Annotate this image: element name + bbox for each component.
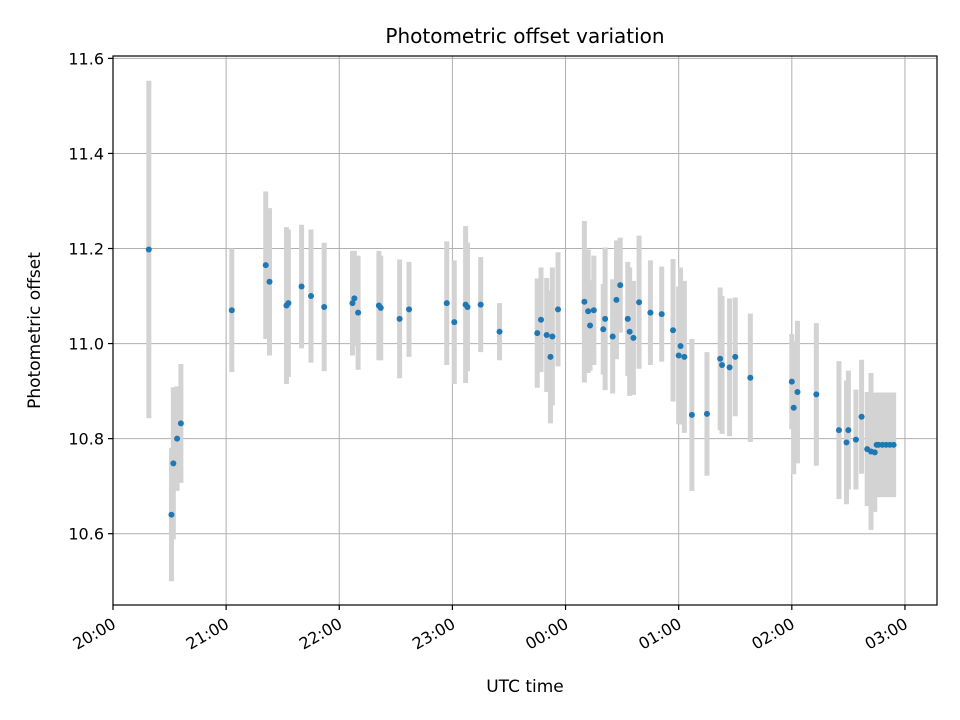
plot-area-frame [112,55,938,606]
data-point [581,298,588,305]
data-point [543,332,550,339]
data-point [351,295,358,302]
data-point [719,361,726,368]
chart-title: Photometric offset variation [385,24,664,48]
x-axis-label: UTC time [486,677,564,697]
data-point [554,306,561,313]
data-point [675,352,682,359]
data-point [813,391,820,398]
data-point [670,327,677,334]
data-point [307,293,314,300]
data-point [890,441,897,448]
data-point [298,283,305,290]
data-point [602,315,609,322]
data-point [496,328,503,335]
data-point [406,306,413,313]
y-axis-label: Photometric offset [25,252,45,409]
data-point [590,307,597,314]
data-point [845,427,852,434]
data-point [228,307,235,314]
data-point [624,315,631,322]
data-point [349,300,356,307]
data-point [843,439,850,446]
data-point [871,449,878,456]
data-point [321,303,328,310]
data-point [794,389,801,396]
y-tick-label: 11.6 [68,49,104,68]
data-point [168,511,175,518]
y-tick-label: 11.0 [68,335,104,354]
data-point [747,374,754,381]
y-axis-ticks: 10.6 10.8 11.0 11.2 11.4 11.6 [68,49,113,544]
data-point [464,303,471,310]
data-point [266,278,273,285]
data-point [547,353,554,360]
data-point [585,308,592,315]
data-point [538,316,545,323]
data-point [630,334,637,341]
data-point [355,309,362,316]
data-point [726,364,733,371]
data-point [703,410,710,417]
data-point [677,342,684,349]
data-point [835,427,842,434]
y-tick-label: 10.6 [68,525,104,544]
data-points [145,246,897,518]
data-point [688,411,695,418]
data-point [790,404,797,411]
data-point [647,309,654,316]
data-point [549,333,556,340]
data-point [681,353,688,360]
data-point [732,353,739,360]
data-point [285,300,292,307]
data-point [396,315,403,322]
data-point [443,300,450,307]
data-point [717,355,724,362]
data-point [451,319,458,326]
data-point [788,378,795,385]
data-point [613,296,620,303]
data-point [636,299,643,306]
data-point [174,435,181,442]
data-point [600,326,607,333]
data-point [852,436,859,443]
data-point [858,413,865,420]
y-tick-label: 11.2 [68,240,104,259]
data-point [177,420,184,427]
data-point [617,282,624,289]
data-point [170,460,177,467]
y-tick-label: 11.4 [68,144,104,163]
data-point [145,246,152,253]
data-point [658,311,665,318]
data-point [377,304,384,311]
data-point [587,322,594,329]
data-point [626,328,633,335]
data-point [534,330,541,337]
data-point [609,333,616,340]
data-point [477,301,484,308]
data-point [262,262,269,269]
y-tick-label: 10.8 [68,430,104,449]
